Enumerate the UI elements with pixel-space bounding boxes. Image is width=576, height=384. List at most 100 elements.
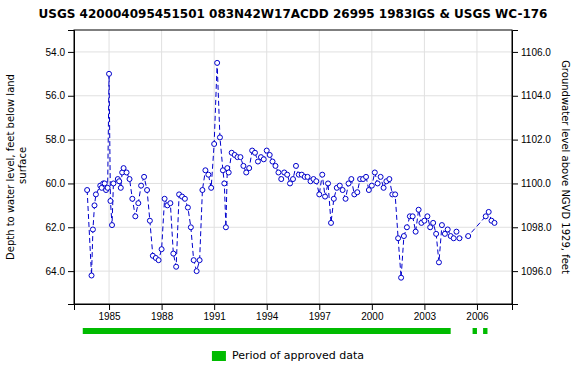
grid-line <box>74 271 512 272</box>
tick: 62.0 <box>46 222 74 233</box>
tick-mark <box>68 140 74 141</box>
tick-label: 1102.0 <box>521 134 551 145</box>
tick: 1991 <box>204 304 227 322</box>
plot: 1985198819911994199720002003200654.056.0… <box>5 30 571 334</box>
marker <box>139 183 144 188</box>
marker <box>320 172 325 177</box>
tick: 56.0 <box>46 90 74 101</box>
tick-mark <box>214 304 215 310</box>
marker <box>393 192 398 197</box>
tick: 1098.0 <box>512 222 552 233</box>
tick-label: 1994 <box>256 311 279 322</box>
tick-label: 1997 <box>309 311 332 322</box>
marker <box>89 273 94 278</box>
grid-line <box>371 30 372 304</box>
approved-period <box>473 328 477 334</box>
marker <box>93 192 98 197</box>
marker <box>174 264 179 269</box>
marker <box>241 163 246 168</box>
marker <box>107 71 112 76</box>
marker <box>191 258 196 263</box>
grid-line <box>161 30 162 304</box>
tick-label: 54.0 <box>46 47 66 58</box>
marker <box>156 258 161 263</box>
tick: 2003 <box>414 304 437 322</box>
y-axis: 54.0 56.0 58.0 60.0 62.0 64.0 <box>46 31 75 305</box>
tick-mark <box>68 271 74 272</box>
grid-line <box>74 51 512 52</box>
marker <box>130 196 135 201</box>
marker <box>445 227 450 232</box>
marker <box>378 174 383 179</box>
marker <box>291 177 296 182</box>
tick-mark <box>319 304 320 310</box>
marker <box>401 234 406 239</box>
tick: 1102.0 <box>512 134 551 145</box>
legend-swatch <box>212 351 226 361</box>
marker <box>182 196 187 201</box>
marker <box>188 225 193 230</box>
marker <box>396 236 401 241</box>
tick-label: 1098.0 <box>521 222 552 233</box>
tick-label: 1100.0 <box>521 178 551 189</box>
tick-mark <box>477 304 478 310</box>
tick-mark <box>68 96 74 97</box>
axis-line <box>75 305 513 311</box>
tick: 64.0 <box>46 266 74 277</box>
tick-mark <box>372 304 373 310</box>
marker <box>197 258 202 263</box>
marker <box>85 188 90 193</box>
marker <box>136 201 141 206</box>
tick-mark <box>512 140 518 141</box>
marker <box>381 185 386 190</box>
tick-mark <box>512 96 518 97</box>
marker <box>267 152 272 157</box>
marker <box>457 236 462 241</box>
marker <box>185 205 190 210</box>
tick: 1096.0 <box>512 266 552 277</box>
marker <box>162 196 167 201</box>
tick: 2000 <box>361 304 384 322</box>
tick-mark <box>424 304 425 310</box>
tick-label: 1106.0 <box>521 47 551 58</box>
marker <box>252 150 257 155</box>
grid <box>74 30 512 304</box>
marker <box>416 207 421 212</box>
marker <box>317 192 322 197</box>
marker <box>145 188 150 193</box>
marker <box>117 179 122 184</box>
marker <box>486 209 491 214</box>
marker <box>355 190 360 195</box>
grid-line <box>214 30 215 304</box>
marker <box>90 227 95 232</box>
marker <box>147 218 152 223</box>
marker <box>454 229 459 234</box>
tick: 54.0 <box>46 47 74 58</box>
marker <box>212 141 217 146</box>
grid-line <box>74 139 512 140</box>
marker <box>431 220 436 225</box>
marker <box>314 179 319 184</box>
marker <box>118 185 123 190</box>
marker <box>223 225 228 230</box>
marker <box>326 181 331 186</box>
grid-line <box>266 30 267 304</box>
marker <box>226 170 231 175</box>
axis-line <box>68 31 75 305</box>
tick: 1985 <box>98 304 121 322</box>
chart: 1985198819911994199720002003200654.056.0… <box>0 0 576 384</box>
marker <box>108 198 113 203</box>
tick: 1104.0 <box>512 90 551 101</box>
tick-label: 60.0 <box>46 178 66 189</box>
tick-label: 58.0 <box>46 134 66 145</box>
marker <box>343 196 348 201</box>
grid-line <box>476 30 477 304</box>
tick-label: 62.0 <box>46 222 66 233</box>
grid-line <box>319 30 320 304</box>
marker <box>466 234 471 239</box>
marker <box>124 170 129 175</box>
marker <box>364 174 369 179</box>
marker <box>293 163 298 168</box>
marker <box>222 181 227 186</box>
marker <box>168 201 173 206</box>
